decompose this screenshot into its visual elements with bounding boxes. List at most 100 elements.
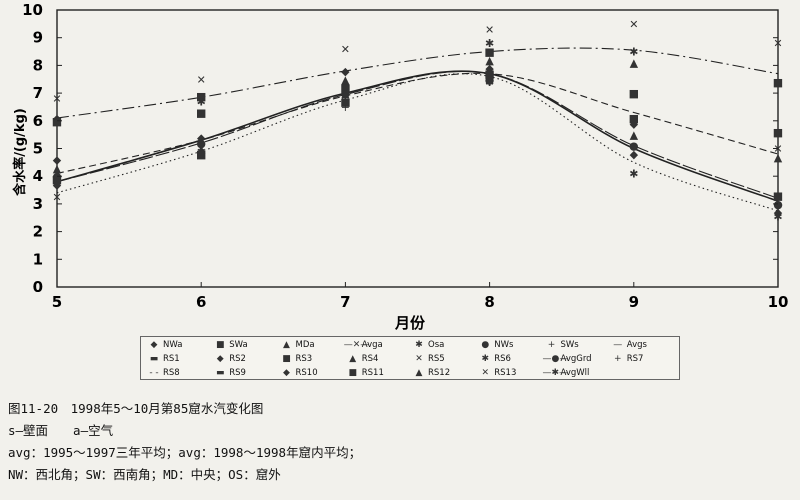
data-point: ■ xyxy=(340,95,350,108)
legend-item: ▲ RS12 xyxy=(410,366,476,380)
data-point: ■ xyxy=(773,126,783,139)
data-point: ■ xyxy=(52,173,62,186)
data-point: ■ xyxy=(484,46,494,59)
data-point: ▲ xyxy=(197,143,206,156)
x-tick-label: 5 xyxy=(52,293,62,311)
legend-item: ✱ RS6 xyxy=(476,352,542,366)
x-tick-label: 10 xyxy=(768,293,789,311)
x-axis-label: 月份 xyxy=(394,314,426,332)
data-point: ◆ xyxy=(630,148,639,161)
data-point: ✕ xyxy=(773,37,782,50)
legend-label: RS12 xyxy=(428,368,451,378)
data-point: ✱ xyxy=(773,210,782,223)
scatter-points: ◆■✕◆▲●■◆✕✕■✱■◆●▲✱■✕◆▲■●✱■+✕✱■▲◆■●✱✕✱▲■■◆… xyxy=(52,18,783,224)
chart-legend: ◆ NWa ■ SWa ▲ MDa —✕— Avga ✱ Osa ● NWs + SWs — Avgs ▬ RS1… xyxy=(140,336,680,380)
series-line xyxy=(56,73,779,212)
legend-item: ◆ RS2 xyxy=(211,352,277,366)
plot-border xyxy=(56,9,779,288)
legend-item: ✕ RS5 xyxy=(410,352,476,366)
legend-marker: ■ xyxy=(282,354,291,364)
legend-marker: + xyxy=(613,354,622,364)
legend-label: NWa xyxy=(163,340,183,350)
legend-marker: ✱ xyxy=(415,340,423,350)
y-tick-label: 10 xyxy=(22,1,43,19)
data-point: ■ xyxy=(773,190,783,203)
legend-marker: ◆ xyxy=(150,340,158,350)
data-point: ■ xyxy=(196,148,206,161)
data-point: ● xyxy=(629,140,639,153)
legend-marker: ▬ xyxy=(149,354,159,364)
data-point: ◆ xyxy=(197,131,206,144)
legend-label: AvgGrd xyxy=(560,354,592,364)
data-point: ◆ xyxy=(53,112,62,125)
legend-label: Avgs xyxy=(626,340,647,350)
data-point: ◆ xyxy=(485,62,494,75)
legend-item: ■ RS3 xyxy=(278,352,344,366)
legend-label: Osa xyxy=(428,340,445,350)
data-point: ■ xyxy=(196,106,206,119)
data-point: ● xyxy=(196,137,206,150)
legend-label: Avga xyxy=(361,340,383,350)
legend-label: SWa xyxy=(229,340,248,350)
legend-label: RS2 xyxy=(229,354,246,364)
data-point: ◆ xyxy=(630,118,639,131)
data-point: ◆ xyxy=(341,65,350,78)
legend-label: RS9 xyxy=(229,368,246,378)
legend-marker: ● xyxy=(481,340,490,350)
legend-item: ✕ RS13 xyxy=(476,366,542,380)
figure-caption: 图11-20 1998年5～10月第85窟水汽变化图 s—壁面 a—空气 avg… xyxy=(8,398,788,486)
data-point: ■ xyxy=(340,82,350,95)
legend-item: — Avgs xyxy=(609,338,675,352)
data-point: ✕ xyxy=(485,23,494,36)
y-tick-label: 4 xyxy=(33,167,43,185)
data-point: ■ xyxy=(629,87,639,100)
x-tick-label: 6 xyxy=(196,293,206,311)
data-point: ✱ xyxy=(197,95,206,108)
legend-marker: —●— xyxy=(542,354,569,364)
legend-item: —✱— AvgWll xyxy=(543,366,609,380)
legend-marker: ▬ xyxy=(215,368,225,378)
y-tick-label: 6 xyxy=(33,112,43,130)
legend-marker: ✕ xyxy=(481,368,490,378)
legend-marker: ✕ xyxy=(415,354,423,364)
series-line xyxy=(56,70,779,202)
legend-item: + RS7 xyxy=(609,352,675,366)
legend-marker: + xyxy=(547,340,556,350)
data-point: ✱ xyxy=(341,90,350,103)
legend-item: ▲ MDa xyxy=(278,338,344,352)
legend-item: ■ SWa xyxy=(211,338,277,352)
data-point: ✕ xyxy=(341,43,350,56)
data-point: ▲ xyxy=(485,54,494,67)
y-tick-label: 5 xyxy=(33,140,43,158)
legend-label: RS3 xyxy=(295,354,313,364)
legend-label: AvgWll xyxy=(560,368,590,378)
legend-item: ◆ RS10 xyxy=(278,366,344,380)
y-tick-label: 1 xyxy=(33,250,43,268)
legend-marker: ■ xyxy=(215,340,225,350)
data-point: ■ xyxy=(484,68,494,81)
legend-marker: ◆ xyxy=(216,354,224,364)
series-line xyxy=(56,72,779,174)
y-tick-label: 2 xyxy=(33,223,43,241)
data-point: ✱ xyxy=(197,145,206,158)
legend-label: SWs xyxy=(560,340,579,350)
legend-item: —✕— Avga xyxy=(344,338,410,352)
legend-item: ✱ Osa xyxy=(410,338,476,352)
y-tick-label: 7 xyxy=(33,84,43,102)
x-tick-label: 7 xyxy=(340,293,350,311)
legend-item: ◆ NWa xyxy=(145,338,211,352)
data-point: ✱ xyxy=(629,46,638,59)
plot-area xyxy=(56,9,779,288)
data-point: + xyxy=(341,101,350,114)
legend-label: RS8 xyxy=(163,368,180,378)
data-point: ▲ xyxy=(630,57,639,70)
data-point: ● xyxy=(341,87,351,100)
legend-label: RS10 xyxy=(295,368,318,378)
axis-ticks: 0 1 2 3 4 5 6 7 8 9 10 5 6 7 8 9 10 xyxy=(22,1,788,311)
data-point: ■ xyxy=(629,112,639,125)
caption-legend-key: s—壁面 a—空气 xyxy=(8,423,114,438)
legend-item: ■ RS11 xyxy=(344,366,410,380)
legend-label: RS1 xyxy=(163,354,180,364)
caption-title: 图11-20 1998年5～10月第85窟水汽变化图 xyxy=(8,401,264,416)
data-point: ✕ xyxy=(197,73,206,86)
